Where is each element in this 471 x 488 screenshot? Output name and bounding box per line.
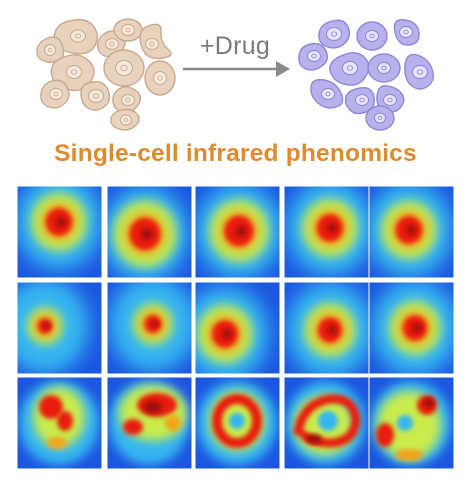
- treated-cell: [329, 51, 370, 86]
- heatmap-tile: [369, 186, 454, 278]
- treated-cell-nucleus: [377, 62, 391, 74]
- heatmap-tile: [195, 186, 280, 278]
- heatmap-tile: [17, 282, 102, 374]
- control-cell-nucleus: [105, 38, 119, 50]
- control-cell-nucleus: [145, 38, 159, 50]
- treated-cell: [367, 53, 401, 83]
- treated-cell-nucleus: [321, 88, 335, 100]
- treated-cell: [298, 42, 329, 71]
- treated-cell-nucleus: [342, 61, 358, 75]
- treated-cell-cluster: [298, 19, 435, 131]
- control-cell-nucleus: [115, 60, 133, 76]
- treated-cell: [393, 19, 420, 46]
- control-cell: [139, 23, 172, 60]
- control-cell: [103, 49, 145, 87]
- control-cell: [110, 108, 140, 131]
- control-cell: [80, 80, 111, 111]
- control-cell-nucleus: [66, 65, 82, 79]
- treated-cell-nucleus: [383, 94, 397, 106]
- heatmap-tile: [17, 186, 102, 278]
- heatmap-tile: [17, 377, 102, 469]
- drug-label: +Drug: [199, 32, 271, 60]
- control-cell-nucleus: [153, 71, 167, 85]
- control-cell-cluster: [36, 18, 176, 131]
- treated-cell-nucleus: [355, 94, 369, 106]
- treated-cell-nucleus: [365, 30, 379, 42]
- heatmap-tile: [284, 282, 369, 374]
- control-cell-nucleus: [88, 89, 104, 103]
- heatmap-tile: [107, 377, 192, 469]
- control-cell: [113, 18, 143, 42]
- treated-cell-nucleus: [326, 27, 342, 41]
- control-cell-nucleus: [120, 114, 132, 126]
- control-cell: [53, 18, 98, 55]
- treated-cell: [404, 53, 435, 90]
- heatmap-tile: [284, 377, 369, 469]
- figure-headline: Single-cell infrared phenomics: [54, 140, 417, 167]
- infrared-heatmap-grid: [17, 186, 454, 469]
- treated-cell: [344, 87, 376, 115]
- treated-cell: [365, 105, 395, 131]
- treated-cell: [310, 78, 344, 109]
- heatmap-tile: [195, 377, 280, 469]
- control-cell: [112, 86, 142, 114]
- heatmap-tile: [369, 377, 454, 469]
- treated-cell-nucleus: [399, 26, 413, 38]
- control-cell: [40, 79, 70, 109]
- treated-cell-nucleus: [307, 50, 321, 62]
- control-cell-nucleus: [70, 29, 86, 43]
- drug-treatment-arrow: [183, 61, 290, 77]
- heatmap-tile: [107, 282, 192, 374]
- control-cell-nucleus: [49, 88, 63, 100]
- heatmap-tile: [107, 186, 192, 278]
- treated-cell-nucleus: [412, 65, 428, 79]
- treated-cell: [356, 21, 388, 51]
- control-cell: [36, 36, 65, 63]
- control-cell: [144, 60, 176, 96]
- treated-cell-nucleus: [374, 112, 386, 124]
- heatmap-tile: [284, 186, 369, 278]
- control-cell-nucleus: [121, 24, 135, 36]
- heatmap-tile: [369, 282, 454, 374]
- control-cell-nucleus: [44, 44, 56, 56]
- heatmap-tile: [195, 282, 280, 374]
- control-cell-nucleus: [121, 94, 135, 106]
- treated-cell: [318, 19, 351, 49]
